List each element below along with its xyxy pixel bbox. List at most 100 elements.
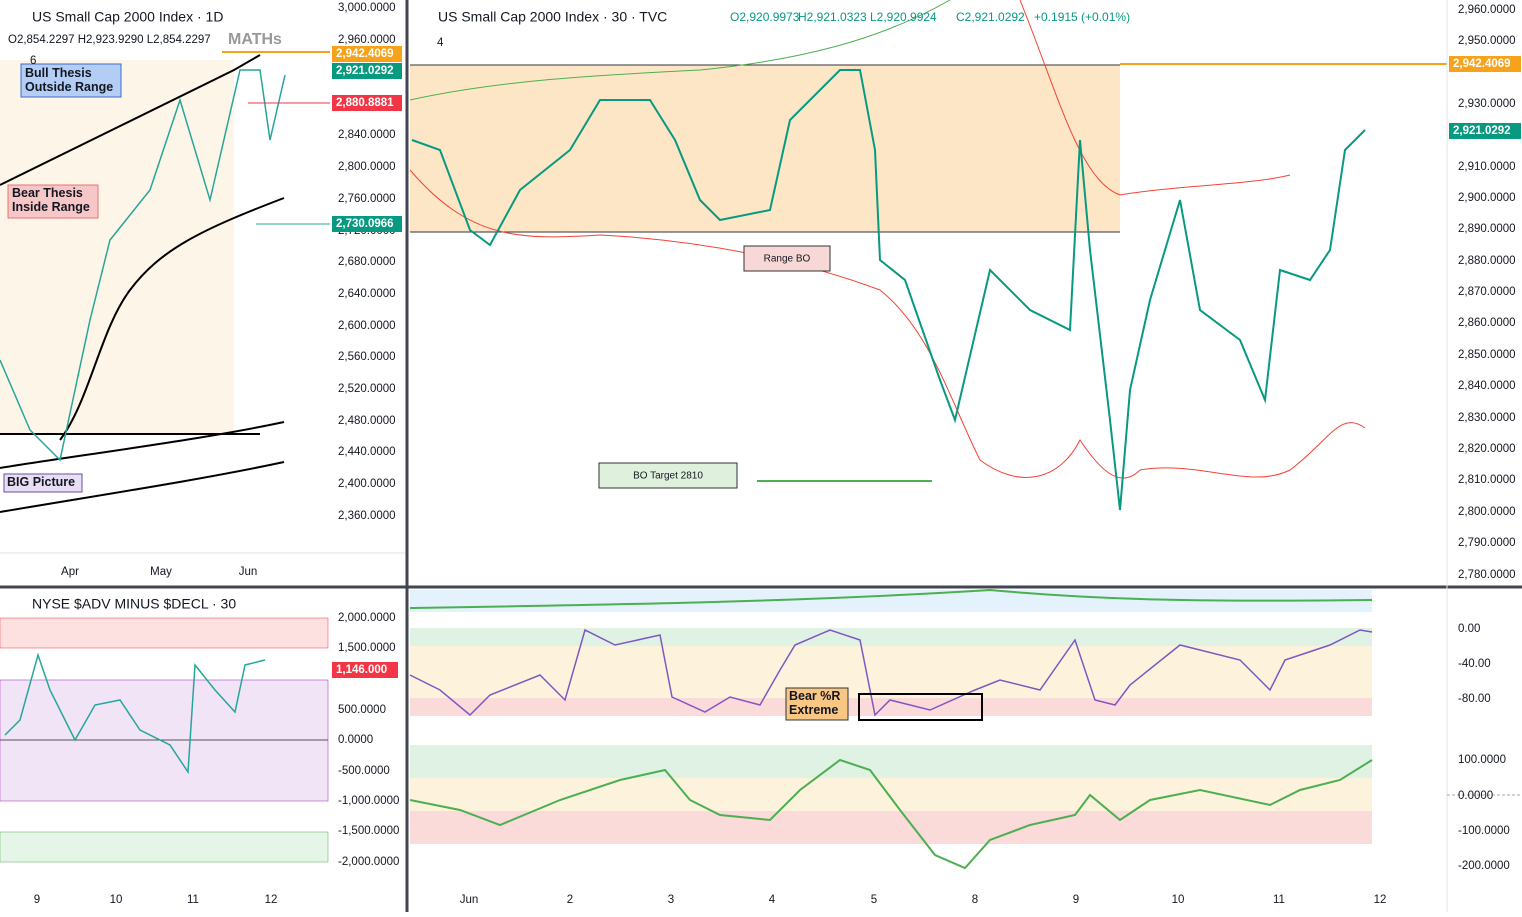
axis-label: 2,680.0000 xyxy=(338,256,396,268)
band xyxy=(410,811,1372,844)
axis-label: 2,870.0000 xyxy=(1458,286,1516,298)
axis-label: 2,960.0000 xyxy=(338,34,396,46)
axis-label: 0.0000 xyxy=(1458,790,1493,802)
axis-label: 2,800.0000 xyxy=(1458,506,1516,518)
axis-label: 2,000.0000 xyxy=(338,612,396,624)
note-box xyxy=(20,63,122,98)
panel-title: NYSE $ADV MINUS $DECL · 30 xyxy=(32,596,236,612)
x-label: 10 xyxy=(1172,894,1185,906)
axis-label: 2,800.0000 xyxy=(338,161,396,173)
chart-title: US Small Cap 2000 Index · 1D xyxy=(32,9,223,25)
axis-label: 2,960.0000 xyxy=(1458,4,1516,16)
indicator-count: 4 xyxy=(437,37,444,49)
axis-label: 2,780.0000 xyxy=(1458,569,1516,581)
x-label: 11 xyxy=(1273,894,1285,906)
annotation: BIG Picture xyxy=(7,475,75,489)
x-label: 3 xyxy=(668,894,674,906)
axis-label: 500.0000 xyxy=(338,704,386,716)
axis-label: 2,440.0000 xyxy=(338,446,396,458)
band xyxy=(410,646,1372,698)
price-badge xyxy=(1449,56,1521,72)
axis-label: 2,930.0000 xyxy=(1458,98,1516,110)
axis-label: 100.0000 xyxy=(1458,754,1506,766)
note-box xyxy=(7,184,99,219)
watermark: MATHs xyxy=(228,31,282,48)
axis-label: 2,850.0000 xyxy=(1458,349,1516,361)
range-shade xyxy=(0,60,234,435)
price-badge-label: 2,921.0292 xyxy=(1453,125,1511,137)
williams-r-line xyxy=(409,628,1373,717)
axis-label: 2,900.0000 xyxy=(1458,192,1516,204)
axis-label: -1,500.0000 xyxy=(338,825,399,837)
x-label: Jun xyxy=(460,894,479,906)
axis-label: 2,600.0000 xyxy=(338,320,396,332)
axis-label: 2,840.0000 xyxy=(338,129,396,141)
note-box xyxy=(743,245,831,272)
axis-label: 2,830.0000 xyxy=(1458,412,1516,424)
band-line xyxy=(1019,0,1291,196)
price-path xyxy=(411,69,1366,511)
ma-line xyxy=(0,421,285,469)
x-label: Apr xyxy=(61,566,79,578)
price-badge xyxy=(332,662,398,678)
axis-label: -2,000.0000 xyxy=(338,856,399,868)
axis-label: -40.00 xyxy=(1458,658,1491,670)
price-badge-label: 1,146.000 xyxy=(336,664,387,676)
annotation: Bear Thesis Inside Range xyxy=(12,186,90,214)
axis-label: -1,000.0000 xyxy=(338,795,399,807)
axis-label: 2,910.0000 xyxy=(1458,161,1516,173)
zone xyxy=(0,617,329,649)
axis-label: -500.0000 xyxy=(338,765,390,777)
price-badge xyxy=(332,95,402,111)
axis-label: -80.00 xyxy=(1458,693,1491,705)
price-badge xyxy=(332,63,402,79)
indicator-line xyxy=(409,588,1373,609)
axis-label: 2,640.0000 xyxy=(338,288,396,300)
band xyxy=(410,745,1372,778)
price-badge xyxy=(332,46,402,62)
x-label: 11 xyxy=(187,894,199,906)
ohlc: O2,854.2297 H2,923.9290 L2,854.2297 xyxy=(8,34,211,46)
axis-label: 2,400.0000 xyxy=(338,478,396,490)
price-badge-label: 2,921.0292 xyxy=(336,65,394,77)
axis-label: 2,860.0000 xyxy=(1458,317,1516,329)
note-box xyxy=(3,473,83,493)
band xyxy=(410,698,1372,716)
annotation: Bear %R Extreme xyxy=(789,689,840,717)
trend-line xyxy=(0,54,261,186)
axis-label: 0.00 xyxy=(1458,623,1480,635)
ohlc-value: +0.1915 (+0.01%) xyxy=(1034,10,1130,24)
axis-label: 2,360.0000 xyxy=(338,510,396,522)
x-label: 8 xyxy=(972,894,978,906)
x-label: 12 xyxy=(265,894,278,906)
axis-label: 2,760.0000 xyxy=(338,193,396,205)
annotation: BO Target 2810 xyxy=(633,471,703,482)
x-label: 12 xyxy=(1374,894,1387,906)
band xyxy=(410,778,1372,811)
axis-label: -100.0000 xyxy=(1458,825,1510,837)
x-label: Jun xyxy=(239,566,258,578)
breadth-path xyxy=(4,652,266,775)
axis-label: 2,890.0000 xyxy=(1458,223,1516,235)
x-label: 9 xyxy=(34,894,40,906)
zone xyxy=(0,831,329,863)
annotation: Range BO xyxy=(764,254,811,265)
axis-label: 0.0000 xyxy=(338,734,373,746)
ma-line xyxy=(0,461,285,513)
indicator-count: 6 xyxy=(30,55,36,67)
axis-label: 2,820.0000 xyxy=(1458,443,1516,455)
ohlc-value: L2,920.9924 xyxy=(870,10,937,24)
price-badge xyxy=(1449,123,1521,139)
x-label: 2 xyxy=(567,894,573,906)
ohlc-value: C2,921.0292 xyxy=(956,10,1025,24)
band xyxy=(410,590,1372,612)
x-label: 10 xyxy=(110,894,123,906)
note-box xyxy=(598,462,738,489)
axis-label: 2,810.0000 xyxy=(1458,474,1516,486)
ohlc-value: O2,920.9973 xyxy=(730,10,800,24)
axis-label: -200.0000 xyxy=(1458,860,1510,872)
band-line xyxy=(409,169,1366,479)
price-badge-label: 2,942.4069 xyxy=(336,48,394,60)
oscillator-line xyxy=(409,758,1373,870)
